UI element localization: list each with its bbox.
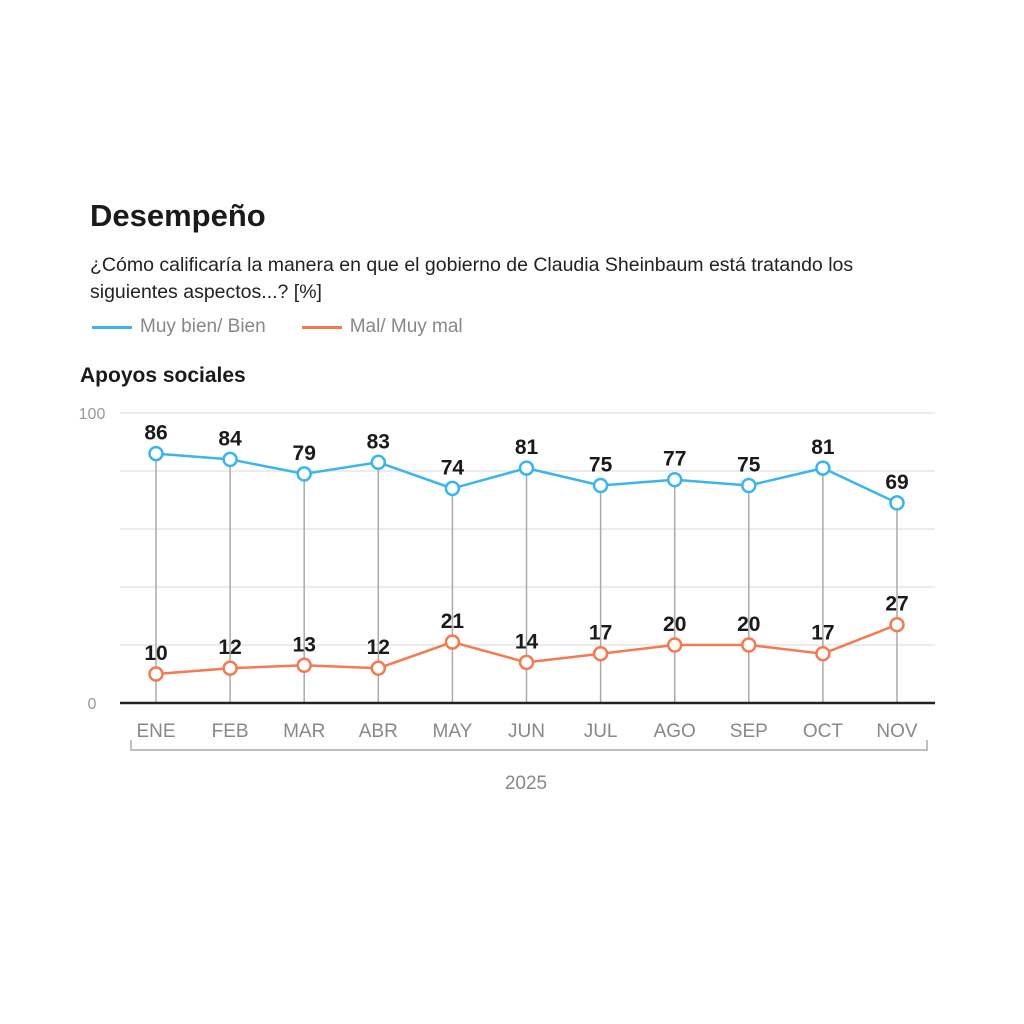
data-point bbox=[815, 460, 831, 476]
data-label: 20 bbox=[663, 613, 686, 636]
x-tick-label: SEP bbox=[730, 721, 768, 742]
x-tick-label: AGO bbox=[654, 721, 696, 742]
data-point bbox=[518, 654, 535, 671]
legend: Muy bien/ Bien Mal/ Muy mal bbox=[92, 316, 463, 338]
data-label: 74 bbox=[441, 456, 465, 479]
data-label: 69 bbox=[885, 471, 908, 494]
x-tick-label: MAR bbox=[283, 721, 325, 742]
data-point bbox=[666, 637, 683, 653]
data-point bbox=[741, 477, 757, 494]
data-point bbox=[444, 634, 461, 650]
x-tick-label: ENE bbox=[136, 721, 175, 742]
data-label: 81 bbox=[811, 436, 835, 459]
data-point bbox=[889, 495, 905, 511]
data-point bbox=[370, 454, 387, 471]
data-point bbox=[148, 666, 164, 682]
data-label: 13 bbox=[293, 633, 316, 656]
legend-label-positive: Muy bien/ Bien bbox=[140, 316, 266, 337]
data-point bbox=[444, 480, 461, 497]
x-tick-label: ABR bbox=[359, 721, 398, 742]
section-title: Apoyos sociales bbox=[80, 364, 246, 387]
x-tick-label: JUN bbox=[508, 721, 545, 742]
data-label: 21 bbox=[441, 610, 465, 633]
data-point bbox=[815, 645, 831, 662]
x-tick-label: FEB bbox=[212, 721, 249, 742]
data-label: 14 bbox=[515, 630, 539, 653]
legend-label-negative: Mal/ Muy mal bbox=[349, 316, 463, 337]
year-bracket bbox=[130, 740, 928, 751]
data-label: 10 bbox=[144, 642, 167, 665]
y-tick-label: 100 bbox=[79, 406, 106, 423]
data-label: 27 bbox=[885, 593, 908, 616]
data-point bbox=[889, 616, 905, 633]
data-point bbox=[518, 460, 535, 476]
x-tick-label: JUL bbox=[584, 721, 618, 742]
data-point bbox=[222, 660, 238, 676]
chart-subtitle: ¿Cómo calificaría la manera en que el go… bbox=[90, 254, 854, 303]
data-point bbox=[592, 477, 609, 494]
data-label: 84 bbox=[218, 427, 242, 450]
x-tick-label: NOV bbox=[876, 721, 918, 742]
data-point bbox=[296, 466, 312, 482]
legend-swatch-positive bbox=[92, 325, 132, 329]
legend-swatch-negative bbox=[301, 325, 342, 329]
data-label: 17 bbox=[811, 622, 834, 645]
chart-title: Desempeño bbox=[90, 198, 266, 233]
data-point bbox=[592, 645, 609, 662]
data-label: 81 bbox=[515, 436, 539, 459]
data-point bbox=[296, 657, 312, 674]
data-label: 79 bbox=[293, 442, 316, 465]
data-point bbox=[222, 451, 238, 468]
x-tick-label: MAY bbox=[433, 721, 473, 742]
data-label: 75 bbox=[589, 454, 613, 477]
data-label: 77 bbox=[663, 448, 686, 471]
data-label: 83 bbox=[367, 430, 390, 453]
y-tick-label: 0 bbox=[88, 696, 97, 713]
data-label: 12 bbox=[218, 636, 241, 659]
x-axis-label: 2025 bbox=[505, 773, 547, 794]
legend-item-positive: Muy bien/ Bien bbox=[92, 316, 266, 338]
data-label: 17 bbox=[589, 622, 612, 645]
data-label: 86 bbox=[144, 422, 167, 445]
data-label: 75 bbox=[737, 454, 761, 477]
data-point bbox=[370, 660, 387, 676]
data-point bbox=[666, 471, 683, 488]
data-label: 12 bbox=[367, 636, 390, 659]
data-point bbox=[148, 445, 164, 462]
x-tick-label: OCT bbox=[803, 721, 844, 742]
legend-item-negative: Mal/ Muy mal bbox=[301, 316, 463, 338]
data-label: 20 bbox=[737, 613, 760, 636]
data-point bbox=[741, 637, 757, 653]
